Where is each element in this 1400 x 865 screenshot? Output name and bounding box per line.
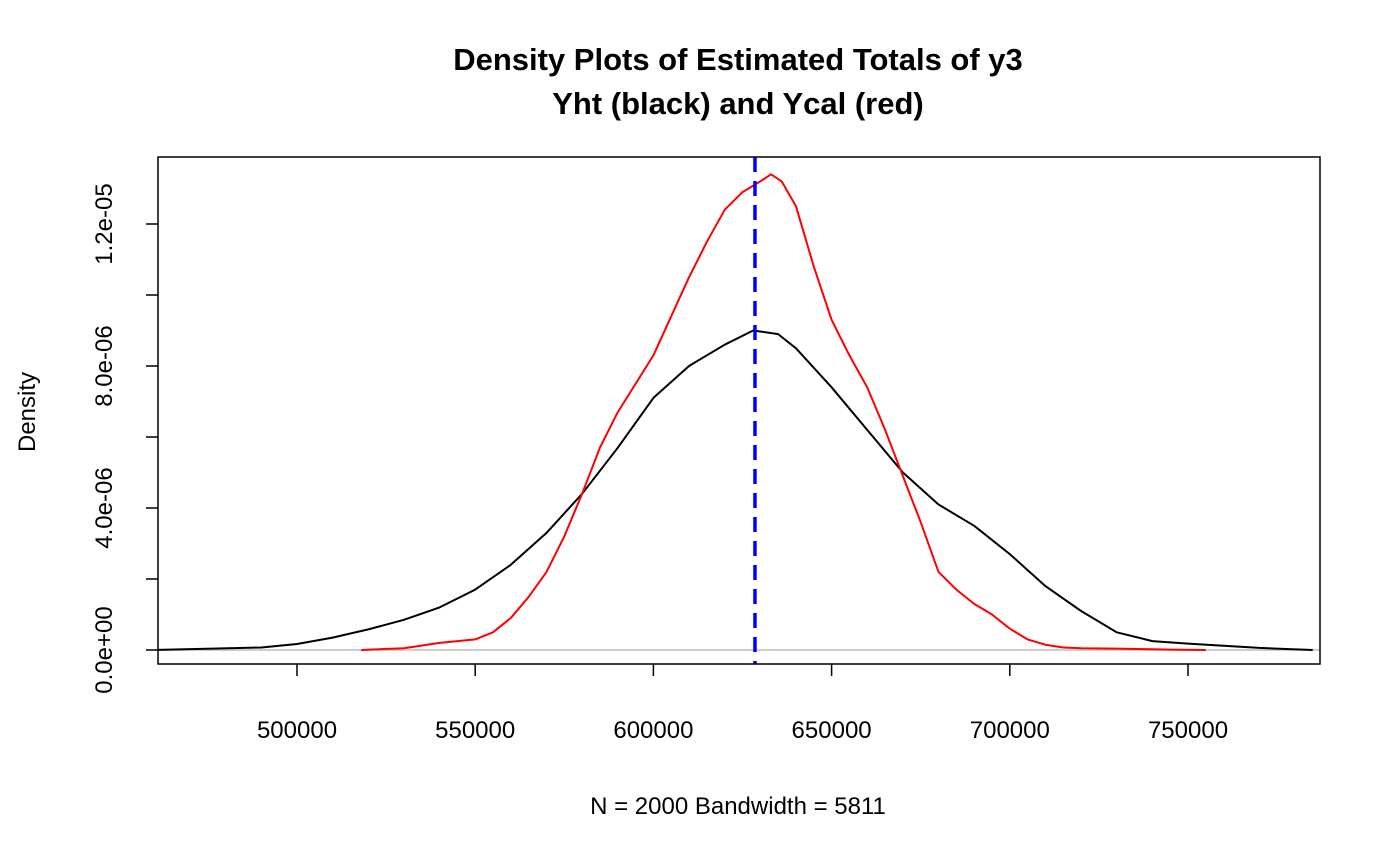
y-axis: 0.0e+00 4.0e-06 8.0e-06 1.2e-05 <box>91 183 158 694</box>
y-tick-label: 0.0e+00 <box>91 606 118 693</box>
y-tick-label: 4.0e-06 <box>91 467 118 548</box>
x-tick-label: 500000 <box>257 717 337 744</box>
density-line-ycal <box>361 173 1206 651</box>
density-line-yht <box>158 329 1313 651</box>
y-axis-label: Density <box>14 372 41 452</box>
x-axis-label: N = 2000 Bandwidth = 5811 <box>590 793 886 820</box>
x-tick-label: 750000 <box>1148 717 1228 744</box>
x-tick-label: 650000 <box>792 717 872 744</box>
x-tick-label: 550000 <box>435 717 515 744</box>
y-tick-label: 8.0e-06 <box>91 325 118 406</box>
x-tick-label: 700000 <box>970 717 1050 744</box>
chart-subtitle: Yht (black) and Ycal (red) <box>552 86 924 121</box>
y-tick-label: 1.2e-05 <box>91 183 118 264</box>
x-axis: 500000 550000 600000 650000 700000 750000 <box>257 664 1228 744</box>
chart-title: Density Plots of Estimated Totals of y3 <box>453 42 1023 77</box>
density-curves <box>158 173 1313 651</box>
plot-area <box>158 157 1320 664</box>
plot-frame <box>157 156 1321 665</box>
x-tick-label: 600000 <box>613 717 693 744</box>
